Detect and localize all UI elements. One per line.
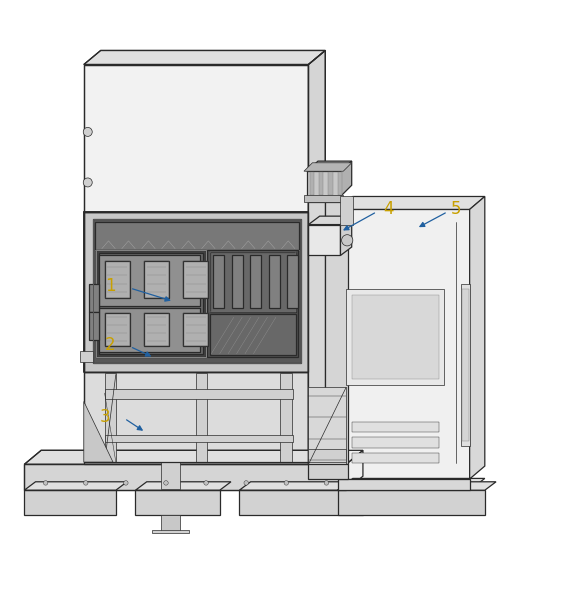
Polygon shape	[309, 216, 352, 225]
Polygon shape	[231, 255, 243, 308]
Polygon shape	[84, 401, 113, 462]
Polygon shape	[105, 313, 130, 346]
Polygon shape	[341, 216, 352, 255]
Polygon shape	[24, 490, 116, 515]
Polygon shape	[338, 173, 342, 195]
Circle shape	[284, 480, 289, 485]
Polygon shape	[352, 438, 439, 447]
Polygon shape	[144, 261, 169, 297]
Polygon shape	[90, 283, 99, 312]
Circle shape	[43, 480, 48, 485]
Polygon shape	[338, 196, 485, 209]
Polygon shape	[309, 198, 325, 372]
Polygon shape	[207, 250, 298, 357]
Polygon shape	[136, 490, 220, 515]
Polygon shape	[352, 453, 439, 463]
Polygon shape	[99, 308, 200, 352]
Polygon shape	[304, 195, 343, 202]
Polygon shape	[250, 255, 261, 308]
Polygon shape	[338, 482, 496, 490]
Polygon shape	[93, 219, 301, 364]
Polygon shape	[352, 422, 439, 432]
Circle shape	[83, 178, 92, 187]
Polygon shape	[239, 490, 363, 515]
Text: 4: 4	[383, 200, 394, 218]
Polygon shape	[84, 212, 309, 372]
Polygon shape	[338, 209, 470, 479]
Polygon shape	[309, 225, 341, 255]
Polygon shape	[341, 196, 354, 225]
Polygon shape	[462, 289, 468, 441]
Polygon shape	[99, 255, 200, 306]
Polygon shape	[304, 163, 352, 171]
Text: 3: 3	[99, 408, 110, 426]
Polygon shape	[338, 490, 485, 515]
Polygon shape	[196, 373, 207, 462]
Polygon shape	[309, 387, 346, 465]
Text: 1: 1	[105, 277, 115, 296]
Circle shape	[124, 480, 128, 485]
Polygon shape	[470, 196, 485, 479]
Polygon shape	[338, 479, 470, 490]
Polygon shape	[81, 351, 93, 362]
Text: 2: 2	[105, 337, 115, 354]
Polygon shape	[105, 373, 116, 462]
Polygon shape	[105, 389, 293, 398]
Polygon shape	[144, 313, 169, 346]
Circle shape	[164, 480, 168, 485]
Polygon shape	[287, 255, 298, 308]
Polygon shape	[183, 313, 208, 346]
Polygon shape	[269, 255, 280, 308]
Circle shape	[342, 234, 353, 246]
Polygon shape	[96, 250, 205, 357]
Polygon shape	[346, 289, 444, 384]
Polygon shape	[161, 462, 180, 488]
Polygon shape	[105, 435, 293, 442]
Polygon shape	[136, 482, 231, 490]
Polygon shape	[95, 222, 300, 250]
Text: 5: 5	[450, 200, 461, 218]
Polygon shape	[153, 529, 189, 534]
Polygon shape	[309, 449, 346, 462]
Circle shape	[204, 480, 208, 485]
Polygon shape	[328, 173, 333, 195]
Circle shape	[324, 480, 329, 485]
Polygon shape	[309, 390, 346, 462]
Polygon shape	[183, 261, 208, 297]
Polygon shape	[280, 373, 292, 462]
Polygon shape	[307, 161, 352, 171]
Polygon shape	[309, 50, 325, 212]
Polygon shape	[24, 450, 363, 465]
Polygon shape	[24, 482, 127, 490]
Polygon shape	[325, 202, 348, 465]
Polygon shape	[338, 479, 485, 490]
Polygon shape	[161, 515, 180, 531]
Polygon shape	[24, 465, 346, 490]
Polygon shape	[309, 358, 325, 465]
Polygon shape	[84, 372, 309, 465]
Polygon shape	[341, 161, 352, 196]
Polygon shape	[213, 255, 224, 308]
Polygon shape	[105, 261, 130, 297]
Polygon shape	[239, 482, 374, 490]
Polygon shape	[84, 50, 325, 64]
Polygon shape	[319, 173, 323, 195]
Polygon shape	[90, 312, 99, 340]
Polygon shape	[309, 465, 348, 479]
Circle shape	[83, 480, 88, 485]
Polygon shape	[99, 253, 203, 354]
Polygon shape	[310, 173, 314, 195]
Polygon shape	[346, 450, 363, 490]
Polygon shape	[461, 283, 470, 446]
Polygon shape	[309, 202, 325, 465]
Polygon shape	[307, 171, 341, 196]
Circle shape	[244, 480, 248, 485]
Polygon shape	[209, 252, 296, 312]
Polygon shape	[84, 64, 309, 212]
Circle shape	[83, 127, 92, 136]
Polygon shape	[209, 314, 296, 355]
Polygon shape	[352, 295, 439, 379]
